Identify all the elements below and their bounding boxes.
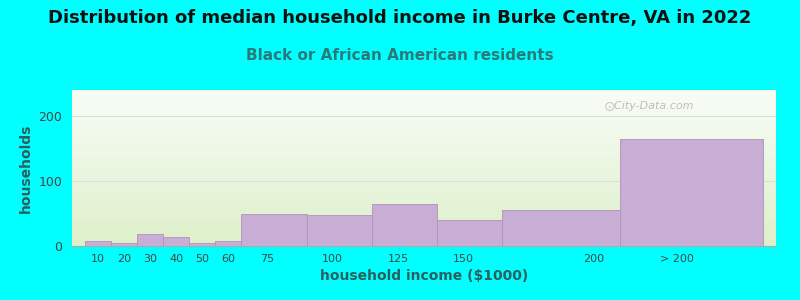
Bar [306,215,372,246]
X-axis label: household income ($1000): household income ($1000) [320,269,528,283]
Text: Black or African American residents: Black or African American residents [246,48,554,63]
Bar [372,204,437,246]
Bar [85,241,111,246]
Bar [163,237,190,246]
Bar [437,220,502,246]
Bar [242,214,306,246]
Text: ⊙: ⊙ [603,100,615,114]
Bar [215,242,242,246]
Bar [619,139,763,246]
Bar [190,243,215,246]
Bar [137,234,163,246]
Bar [502,210,619,246]
Bar [111,243,137,246]
Text: City-Data.com: City-Data.com [607,101,694,111]
Y-axis label: households: households [19,123,33,213]
Text: Distribution of median household income in Burke Centre, VA in 2022: Distribution of median household income … [48,9,752,27]
